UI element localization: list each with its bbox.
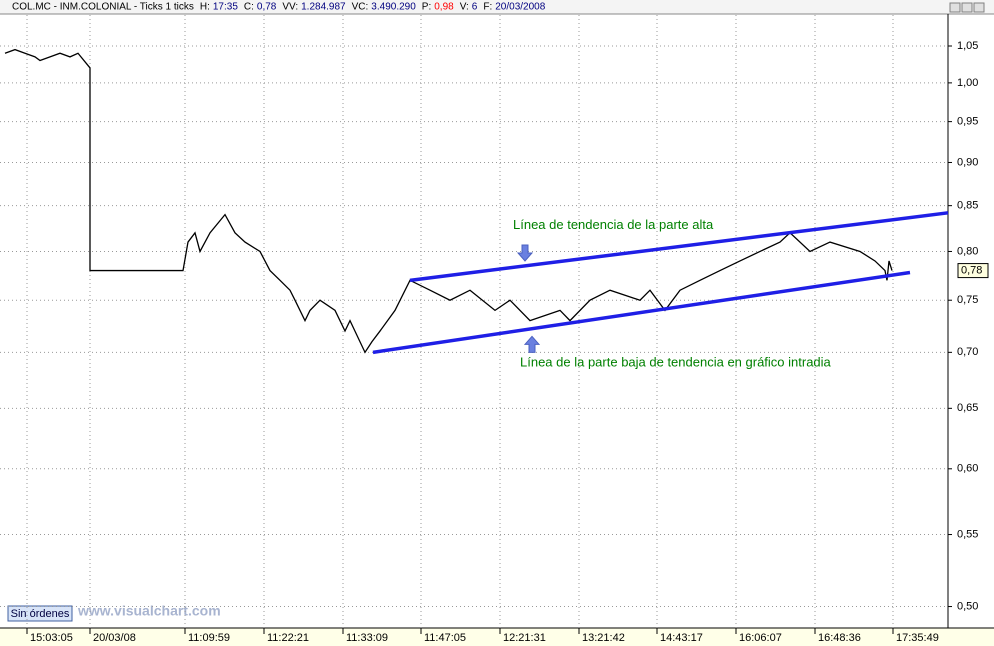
y-tick-label: 1,05 bbox=[957, 40, 978, 52]
last-price-box bbox=[957, 263, 989, 279]
header-value: 3.490.290 bbox=[371, 2, 416, 13]
x-axis-strip bbox=[0, 628, 994, 646]
x-tick-label: 11:22:21 bbox=[267, 632, 309, 644]
x-tick-label: 11:09:59 bbox=[188, 632, 230, 644]
header-label: VV: bbox=[282, 2, 298, 13]
x-tick-label: 13:21:42 bbox=[582, 632, 625, 644]
x-tick-label: 12:21:31 bbox=[503, 632, 546, 644]
status-button-label[interactable]: Sin órdenes bbox=[11, 608, 70, 620]
header-bar bbox=[0, 0, 994, 14]
x-tick-label: 11:47:05 bbox=[424, 632, 466, 644]
y-tick-label: 0,65 bbox=[957, 402, 978, 414]
header-label: VC: bbox=[352, 2, 369, 13]
y-tick-label: 0,80 bbox=[957, 245, 978, 257]
header-label: P: bbox=[422, 2, 431, 13]
header-symbol: COL.MC - INM.COLONIAL - Ticks 1 ticks bbox=[12, 2, 194, 13]
header-value: 0,98 bbox=[434, 2, 454, 13]
window-button[interactable] bbox=[973, 2, 985, 13]
header-value: 1.284.987 bbox=[301, 2, 346, 13]
y-tick-label: 0,60 bbox=[957, 463, 978, 475]
y-tick-label: 0,75 bbox=[957, 294, 978, 306]
annotation: Línea de tendencia de la parte alta bbox=[513, 217, 714, 232]
y-tick-label: 0,50 bbox=[957, 600, 978, 612]
header-value: 6 bbox=[472, 2, 478, 13]
header-value: 17:35 bbox=[213, 2, 238, 13]
header-label: C: bbox=[244, 2, 254, 13]
price-line bbox=[4, 48, 893, 354]
y-tick-label: 1,00 bbox=[957, 77, 978, 89]
annotation-arrow bbox=[516, 244, 534, 262]
y-tick-label: 0,90 bbox=[957, 156, 978, 168]
header-label: H: bbox=[200, 2, 210, 13]
header-value: 20/03/2008 bbox=[495, 2, 545, 13]
x-tick-label: 11:33:09 bbox=[346, 632, 388, 644]
y-tick-label: 0,55 bbox=[957, 528, 978, 540]
x-tick-label: 16:06:07 bbox=[739, 632, 782, 644]
y-tick-label: 0,70 bbox=[957, 346, 978, 358]
annotation-arrow bbox=[523, 335, 541, 353]
x-tick-label: 15:03:05 bbox=[30, 632, 73, 644]
trend-line bbox=[409, 211, 949, 283]
header-value: 0,78 bbox=[257, 2, 277, 13]
window-button[interactable] bbox=[949, 2, 961, 13]
annotation: Línea de la parte baja de tendencia en g… bbox=[520, 355, 832, 370]
x-tick-label: 16:48:36 bbox=[818, 632, 861, 644]
x-tick-label: 20/03/08 bbox=[93, 632, 136, 644]
watermark: www.visualchart.com bbox=[77, 603, 221, 619]
y-tick-label: 0,85 bbox=[957, 200, 978, 212]
status-button[interactable] bbox=[7, 605, 73, 622]
header-label: V: bbox=[460, 2, 469, 13]
trend-line bbox=[372, 270, 911, 355]
header-label: F: bbox=[483, 2, 492, 13]
last-price-label: 0,78 bbox=[961, 264, 982, 276]
x-tick-label: 17:35:49 bbox=[896, 632, 939, 644]
window-button[interactable] bbox=[961, 2, 973, 13]
y-tick-label: 0,95 bbox=[957, 116, 978, 128]
x-tick-label: 14:43:17 bbox=[660, 632, 703, 644]
